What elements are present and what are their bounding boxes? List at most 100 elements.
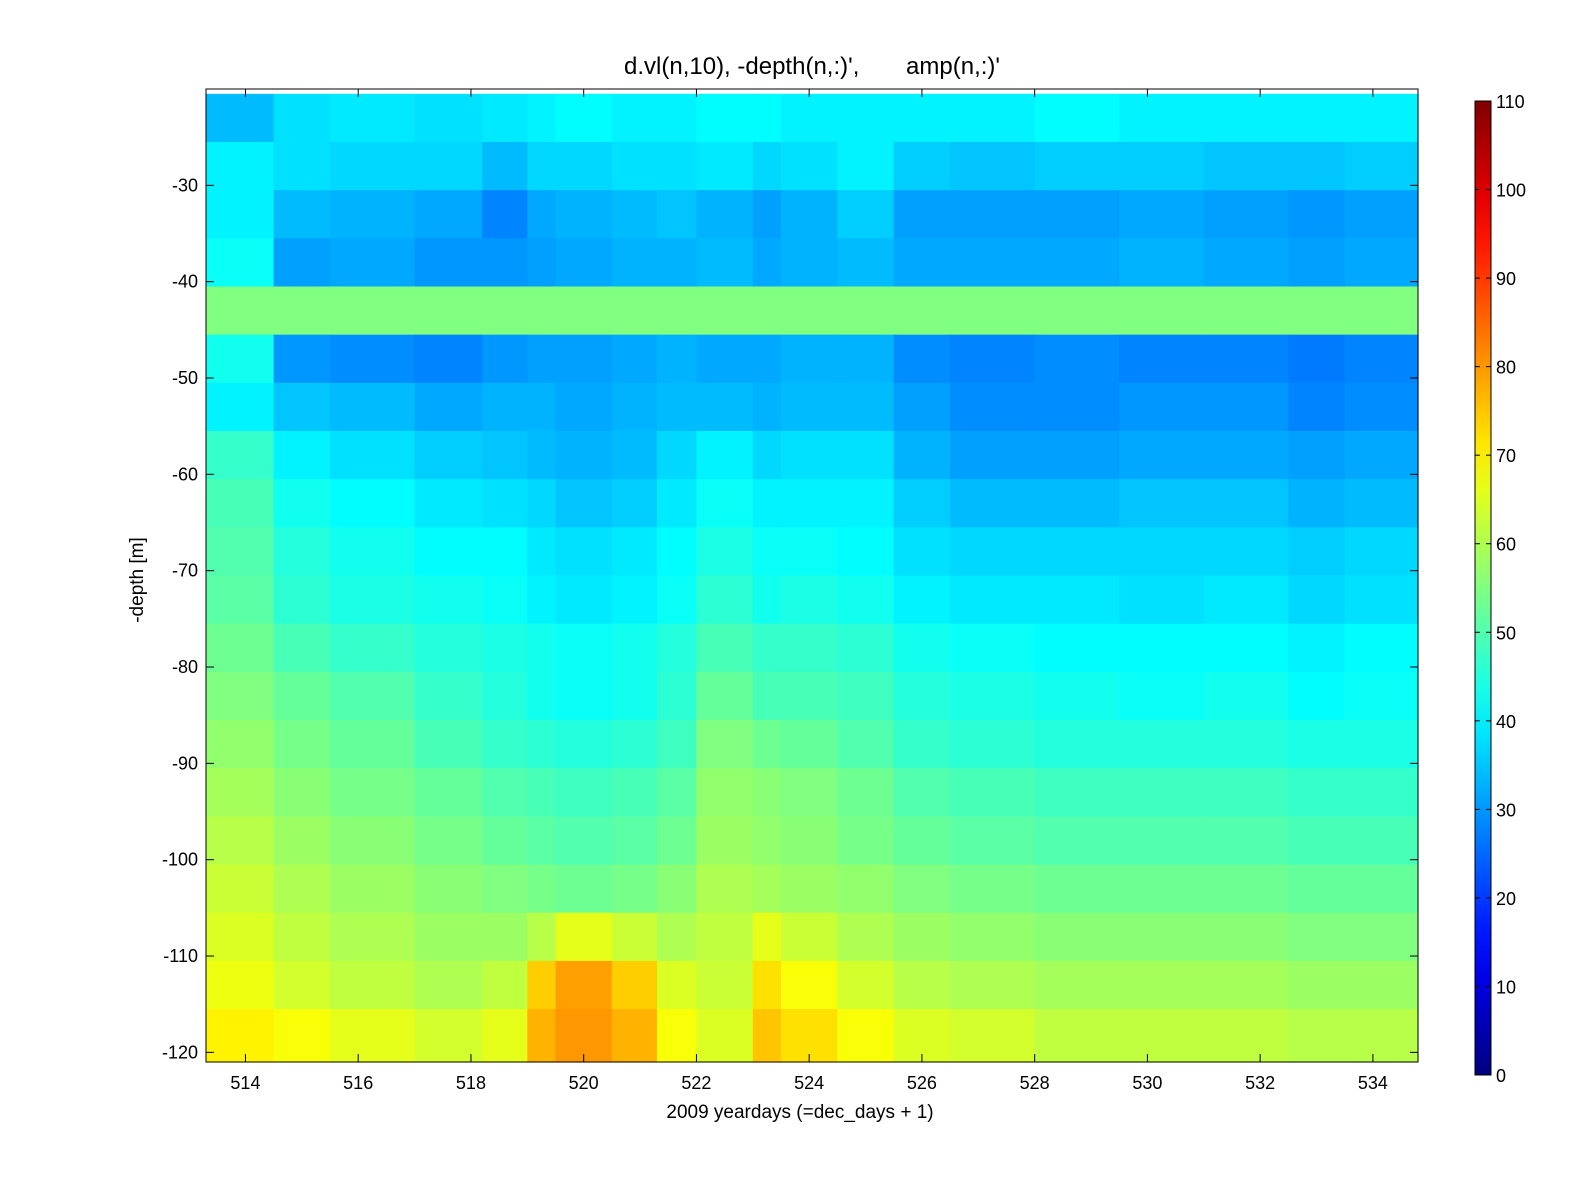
heatmap-cell	[555, 912, 613, 962]
heatmap-cell	[1119, 816, 1205, 866]
heatmap-cell	[1344, 912, 1419, 962]
heatmap-cell	[482, 912, 528, 962]
y-axis-label: -depth [m]	[127, 537, 148, 623]
heatmap-cell	[611, 141, 658, 191]
heatmap-cell	[780, 720, 838, 769]
heatmap-cell	[414, 623, 483, 673]
heatmap-cell	[1034, 141, 1120, 191]
heatmap-cell	[527, 575, 557, 625]
heatmap-cell	[414, 141, 483, 191]
x-tick-label: 532	[1245, 1073, 1275, 1093]
heatmap-cell	[1288, 238, 1346, 288]
heatmap-cell	[780, 912, 838, 962]
heatmap-cell	[206, 960, 275, 1010]
heatmap-cell	[837, 816, 895, 866]
heatmap-cell	[206, 527, 275, 577]
heatmap-cell	[611, 623, 658, 673]
heatmap-cell	[1344, 382, 1419, 432]
heatmap-cell	[555, 623, 613, 673]
heatmap-cell	[696, 960, 754, 1010]
heatmap-cell	[414, 190, 483, 239]
heatmap-cell	[273, 190, 331, 239]
colorbar-ticks: 0 10 20 30 40 50 60 70 80 90 100 110	[1475, 92, 1526, 1086]
heatmap-cell	[330, 286, 416, 336]
heatmap-cell	[611, 960, 658, 1010]
heatmap-cell	[482, 864, 528, 914]
heatmap-cell	[330, 671, 416, 721]
heatmap-cell	[950, 623, 1036, 673]
heatmap-cell	[527, 671, 557, 721]
heatmap-cell	[611, 671, 658, 721]
heatmap-cell	[893, 479, 951, 528]
heatmap-cell	[482, 1009, 528, 1063]
heatmap-cell	[206, 720, 275, 769]
heatmap-cell	[696, 430, 754, 480]
heatmap-cell	[893, 382, 951, 432]
heatmap-cell	[1203, 960, 1289, 1010]
heatmap-cell	[656, 141, 698, 191]
heatmap-cell	[1344, 190, 1419, 239]
x-tick-label: 528	[1020, 1073, 1050, 1093]
x-tick-label: 518	[456, 1073, 486, 1093]
heatmap-cell	[837, 912, 895, 962]
heatmap-cell	[656, 334, 698, 384]
heatmap-cell	[206, 286, 275, 336]
x-tick-label: 516	[343, 1073, 373, 1093]
heatmap-cell	[206, 912, 275, 962]
heatmap-cell	[1344, 334, 1419, 384]
heatmap-cell	[656, 671, 698, 721]
heatmap-cell	[330, 382, 416, 432]
colorbar-tick-label: 30	[1496, 800, 1516, 820]
heatmap-cell	[837, 93, 895, 143]
heatmap-cell	[482, 816, 528, 866]
heatmap-cell	[837, 864, 895, 914]
heatmap-cell	[482, 527, 528, 577]
heatmap-cell	[330, 960, 416, 1010]
heatmap-cell	[1288, 912, 1346, 962]
heatmap-cell	[1344, 93, 1419, 143]
heatmap-cell	[837, 623, 895, 673]
heatmap-cell	[950, 960, 1036, 1010]
heatmap-cell	[1288, 671, 1346, 721]
heatmap-cell	[1034, 960, 1120, 1010]
heatmap-cell	[752, 286, 782, 336]
heatmap-cell	[656, 816, 698, 866]
heatmap-cell	[1203, 671, 1289, 721]
heatmap-cell	[1203, 286, 1289, 336]
heatmap-cell	[1288, 960, 1346, 1010]
heatmap-cell	[893, 286, 951, 336]
heatmap-cell	[752, 141, 782, 191]
heatmap-cell	[273, 93, 331, 143]
heatmap-cell	[893, 430, 951, 480]
heatmap-cell	[1034, 768, 1120, 817]
heatmap-cell	[482, 334, 528, 384]
heatmap-cell	[482, 671, 528, 721]
heatmap-cell	[1119, 720, 1205, 769]
heatmap-cell	[780, 334, 838, 384]
heatmap-cell	[656, 720, 698, 769]
heatmap-cell	[1034, 479, 1120, 528]
heatmap-cell	[482, 479, 528, 528]
heatmap-cell	[656, 1009, 698, 1063]
heatmap-cell	[611, 720, 658, 769]
heatmap-cell	[656, 864, 698, 914]
heatmap-cell	[611, 430, 658, 480]
heatmap-cell	[273, 286, 331, 336]
heatmap-cell	[893, 960, 951, 1010]
heatmap-cell	[527, 720, 557, 769]
heatmap-cell	[837, 575, 895, 625]
heatmap-cell	[330, 623, 416, 673]
heatmap-cell	[752, 575, 782, 625]
heatmap-cell	[893, 575, 951, 625]
heatmap-cell	[1203, 334, 1289, 384]
heatmap-cell	[206, 382, 275, 432]
heatmap-cell	[893, 190, 951, 239]
heatmap-cell	[752, 527, 782, 577]
heatmap-cell	[330, 430, 416, 480]
heatmap-cell	[1203, 479, 1289, 528]
heatmap-cell	[273, 816, 331, 866]
heatmap-cell	[752, 768, 782, 817]
heatmap-cell	[206, 816, 275, 866]
heatmap-cell	[696, 720, 754, 769]
heatmap-cell	[656, 479, 698, 528]
